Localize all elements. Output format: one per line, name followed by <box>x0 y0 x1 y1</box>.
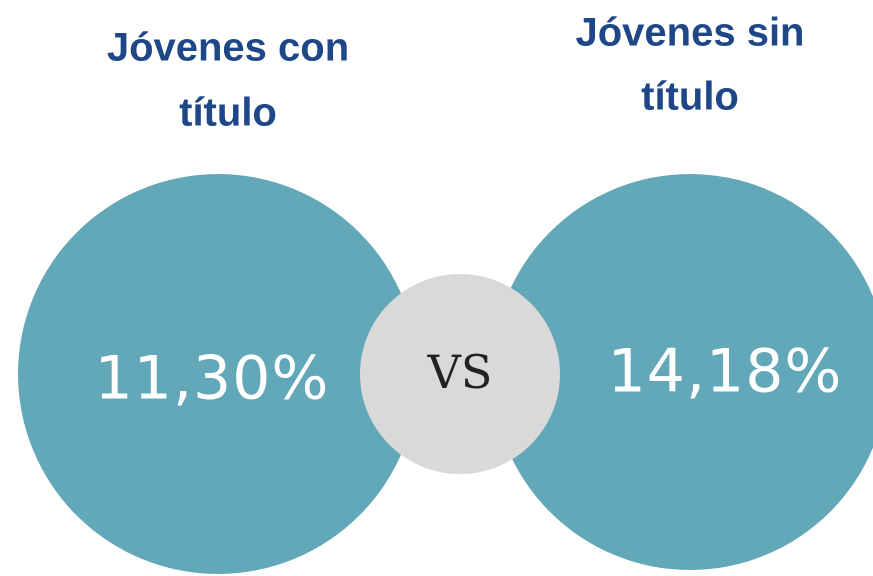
right-value: 14,18% <box>608 337 843 407</box>
right-title-line: título <box>641 75 739 119</box>
right-title-line: Jóvenes sin <box>575 11 804 55</box>
left-title-line: Jóvenes con <box>107 26 349 70</box>
left-value: 11,30% <box>95 344 330 414</box>
left-title-line: título <box>179 91 277 135</box>
vs-circle <box>360 274 560 474</box>
right-circle <box>492 174 873 570</box>
vs-label: VS <box>427 345 493 399</box>
left-circle <box>18 174 418 574</box>
